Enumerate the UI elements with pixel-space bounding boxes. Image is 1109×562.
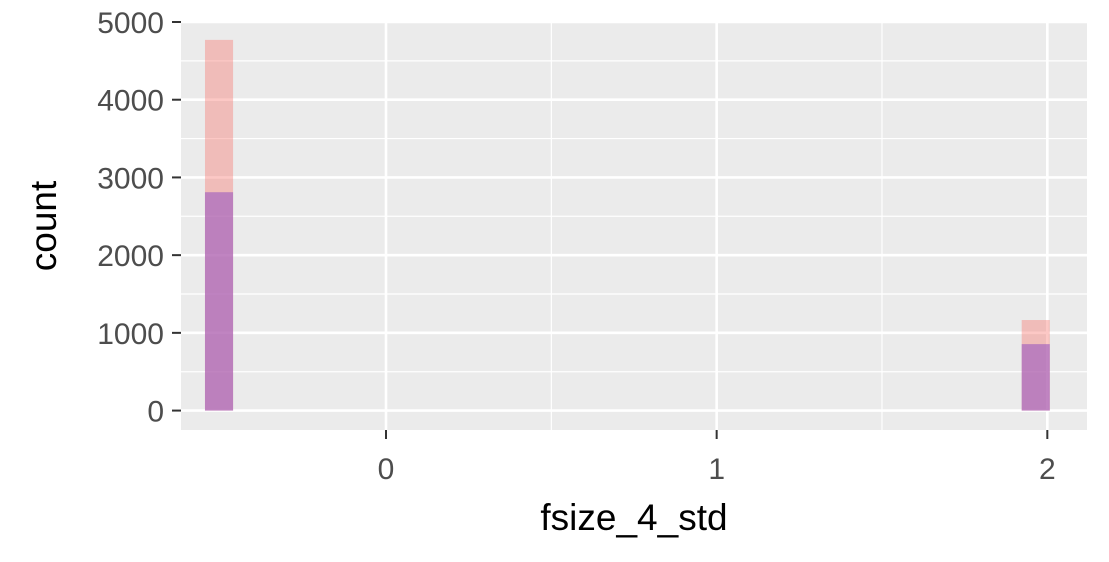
y-axis-title: count [23, 180, 64, 271]
x-axis-title: fsize_4_std [540, 497, 727, 538]
x-tick-label: 0 [378, 453, 395, 486]
histogram-bar-series-2 [1021, 344, 1050, 411]
y-tick-label: 0 [147, 396, 164, 429]
histogram-bars [204, 39, 1050, 411]
y-tick-label: 3000 [97, 162, 164, 195]
x-axis: 0 1 2 [378, 430, 1056, 486]
x-tick-label: 1 [708, 453, 725, 486]
x-tick-label: 2 [1039, 453, 1056, 486]
y-tick-label: 1000 [97, 318, 164, 351]
major-gridlines [181, 20, 1087, 430]
y-tick-label: 4000 [97, 85, 164, 118]
y-tick-label: 5000 [97, 7, 164, 40]
plot-panel [181, 22, 1087, 430]
histogram-bar-series-2 [204, 192, 234, 411]
minor-gridlines [181, 22, 1087, 430]
y-tick-label: 2000 [97, 240, 164, 273]
y-axis: 0 1000 2000 3000 4000 5000 [97, 7, 181, 429]
